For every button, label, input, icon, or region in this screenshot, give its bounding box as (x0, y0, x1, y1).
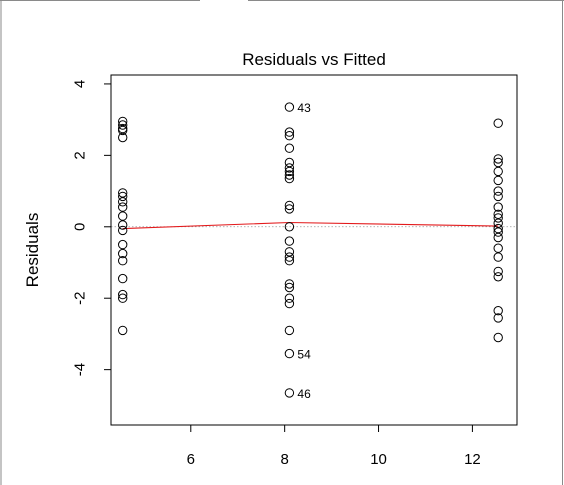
point-label-46: 46 (297, 387, 311, 401)
points-layer (118, 102, 503, 398)
data-point-5 (118, 188, 128, 198)
y-tick-label-4: 4 (72, 80, 89, 88)
x-tick-label-10: 10 (370, 451, 387, 468)
data-point-37 (284, 293, 295, 303)
data-point-20 (284, 127, 295, 137)
data-point-35 (284, 279, 295, 289)
data-point-36 (284, 282, 295, 293)
data-point-7 (118, 197, 128, 207)
data-point-57 (493, 252, 503, 262)
data-point-25 (284, 166, 295, 177)
data-point-41 (284, 388, 295, 398)
data-point-24 (284, 163, 295, 173)
data-point-28 (284, 200, 295, 211)
data-point-49 (493, 202, 503, 212)
data-point-48 (493, 191, 503, 202)
data-point-8 (118, 202, 128, 212)
data-point-16 (118, 289, 128, 300)
data-point-60 (493, 306, 503, 316)
point-label-54: 54 (297, 348, 311, 362)
data-point-39 (284, 325, 295, 336)
data-point-14 (118, 256, 128, 266)
data-point-62 (493, 332, 503, 343)
data-point-31 (284, 236, 295, 246)
data-point-1 (118, 120, 128, 130)
data-point-15 (118, 273, 128, 284)
data-point-56 (493, 243, 503, 253)
data-point-51 (493, 213, 503, 223)
data-point-47 (493, 186, 503, 196)
data-point-11 (118, 225, 128, 236)
data-point-17 (118, 293, 128, 303)
data-point-4 (118, 132, 128, 143)
point-labels-layer: 43 54 46 (297, 101, 311, 401)
data-point-0 (118, 116, 128, 127)
data-point-45 (493, 166, 503, 177)
data-point-33 (284, 252, 295, 262)
data-point-52 (493, 218, 503, 228)
data-point-26 (284, 170, 295, 180)
data-point-54 (493, 227, 503, 237)
data-point-13 (118, 248, 128, 259)
plot-frame (110, 74, 518, 426)
data-point-12 (118, 239, 128, 250)
data-point-59 (493, 272, 503, 282)
y-tick-label-2: 2 (71, 151, 88, 159)
data-point-46 (493, 175, 503, 186)
data-point-6 (118, 191, 128, 202)
smooth-line-layer (122, 221, 499, 230)
y-tick-label--4: -4 (72, 363, 89, 376)
x-tick-label-8: 8 (280, 451, 288, 468)
y-tick-label-0: 0 (71, 223, 88, 231)
data-point-27 (284, 173, 295, 184)
data-point-43 (493, 154, 503, 164)
y-axis: -4 -2 0 2 4 (71, 80, 112, 376)
data-point-42 (493, 118, 503, 128)
data-point-10 (118, 220, 128, 230)
point-label-43: 43 (297, 101, 311, 115)
data-point-9 (118, 211, 128, 221)
smooth-line (122, 221, 499, 230)
data-point-55 (493, 232, 503, 243)
data-point-22 (284, 143, 295, 153)
data-point-3 (118, 125, 128, 136)
data-point-32 (284, 247, 295, 257)
plot-area: 43 54 46 (110, 74, 518, 426)
y-tick-label--2: -2 (72, 292, 89, 305)
data-point-58 (493, 266, 503, 277)
data-point-21 (284, 131, 295, 141)
chart-title: Residuals vs Fitted (242, 50, 386, 69)
data-point-29 (284, 204, 295, 214)
x-axis: 6 8 10 12 (187, 424, 481, 468)
data-point-61 (493, 313, 503, 323)
data-point-38 (284, 298, 295, 309)
data-point-18 (118, 325, 128, 336)
data-point-34 (284, 256, 295, 266)
data-point-19 (284, 102, 295, 112)
x-tick-label-12: 12 (464, 451, 481, 468)
data-point-30 (284, 222, 295, 232)
y-axis-title: Residuals (23, 213, 42, 288)
x-tick-label-6: 6 (187, 451, 195, 468)
data-point-40 (284, 348, 295, 359)
